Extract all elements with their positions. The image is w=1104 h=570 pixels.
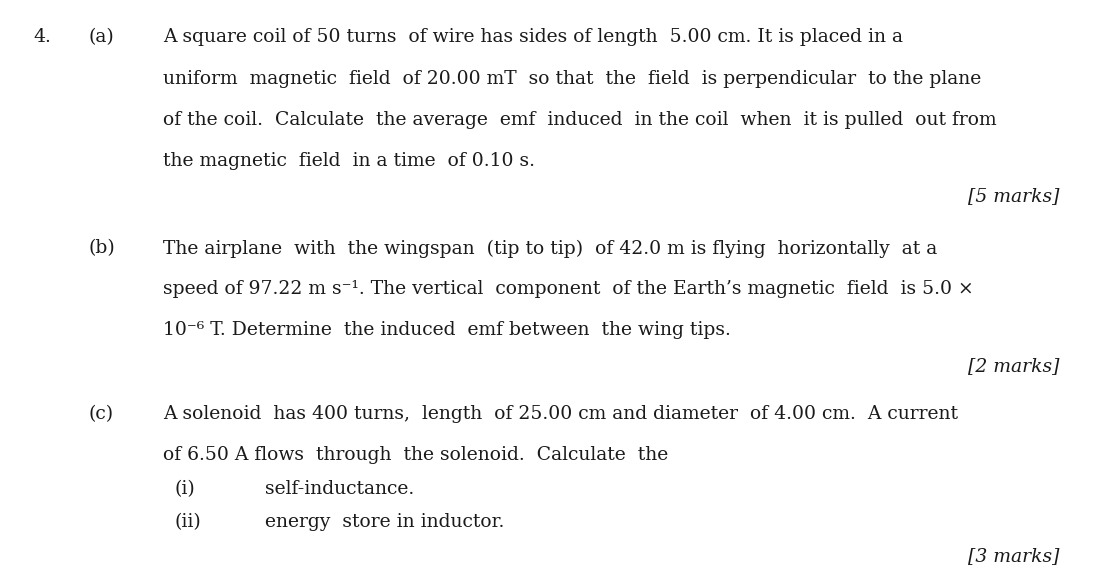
Text: the magnetic  field  in a time  of 0.10 s.: the magnetic field in a time of 0.10 s. [163,152,535,170]
Text: self-inductance.: self-inductance. [265,480,414,498]
Text: 4.: 4. [33,28,51,47]
Text: speed of 97.22 m s⁻¹. The vertical  component  of the Earth’s magnetic  field  i: speed of 97.22 m s⁻¹. The vertical compo… [163,280,974,299]
Text: (b): (b) [88,239,115,258]
Text: A solenoid  has 400 turns,  length  of 25.00 cm and diameter  of 4.00 cm.  A cur: A solenoid has 400 turns, length of 25.0… [163,405,958,423]
Text: of 6.50 A flows  through  the solenoid.  Calculate  the: of 6.50 A flows through the solenoid. Ca… [163,446,669,464]
Text: (c): (c) [88,405,114,423]
Text: energy  store in inductor.: energy store in inductor. [265,513,505,531]
Text: [5 marks]: [5 marks] [968,187,1060,205]
Text: [3 marks]: [3 marks] [968,547,1060,565]
Text: 10⁻⁶ T. Determine  the induced  emf between  the wing tips.: 10⁻⁶ T. Determine the induced emf betwee… [163,321,731,340]
Text: (i): (i) [174,480,195,498]
Text: A square coil of 50 turns  of wire has sides of length  5.00 cm. It is placed in: A square coil of 50 turns of wire has si… [163,28,903,47]
Text: of the coil.  Calculate  the average  emf  induced  in the coil  when  it is pul: of the coil. Calculate the average emf i… [163,111,997,129]
Text: uniform  magnetic  field  of 20.00 mT  so that  the  field  is perpendicular  to: uniform magnetic field of 20.00 mT so th… [163,70,981,88]
Text: The airplane  with  the wingspan  (tip to tip)  of 42.0 m is flying  horizontall: The airplane with the wingspan (tip to t… [163,239,937,258]
Text: (a): (a) [88,28,114,47]
Text: [2 marks]: [2 marks] [968,357,1060,375]
Text: (ii): (ii) [174,513,201,531]
